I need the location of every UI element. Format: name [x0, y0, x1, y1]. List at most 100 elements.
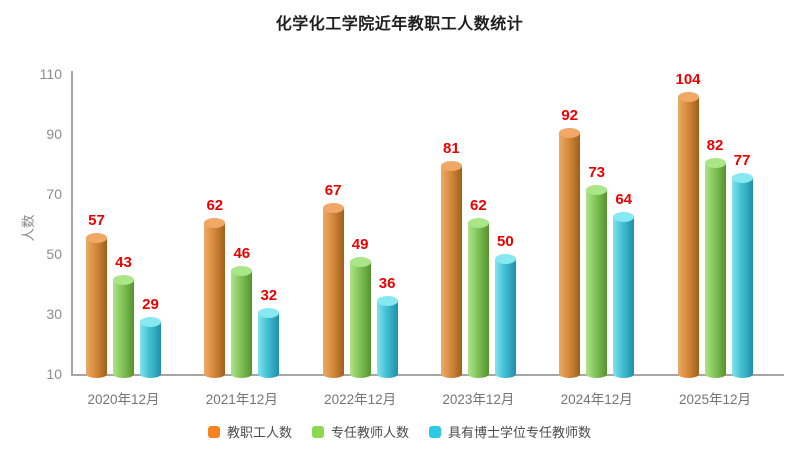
cylinder-top-cap: [86, 233, 107, 243]
bar-cylinder[interactable]: 57: [86, 212, 107, 378]
y-tick-label: 50: [46, 246, 62, 262]
x-axis-label: 2024年12月: [560, 392, 633, 407]
cylinder-bottom-cap: [86, 370, 107, 378]
cylinder-top-cap: [349, 257, 371, 267]
cylinder-bottom-cap: [677, 370, 699, 378]
cylinder-bottom-cap: [586, 370, 608, 378]
cylinder-top-cap: [586, 185, 608, 195]
cylinder-top-cap: [322, 203, 344, 213]
bar-group: 67 49 36: [322, 182, 398, 378]
bar-cylinder[interactable]: 73: [586, 164, 608, 378]
cylinder-bottom-cap: [113, 370, 134, 378]
cylinder-top-cap: [613, 212, 635, 222]
cylinder-top-cap: [559, 128, 581, 138]
bar-cylinder[interactable]: 46: [231, 245, 253, 378]
bar-cylinder[interactable]: 49: [349, 236, 371, 378]
bar-cylinder[interactable]: 82: [704, 137, 726, 378]
cylinder-bottom-cap: [494, 370, 516, 378]
cylinder-top-cap: [677, 92, 699, 102]
cylinder-bottom-cap: [467, 370, 489, 378]
cylinder-top-cap: [258, 308, 280, 318]
legend-label: 具有博士学位专任教师数: [448, 425, 592, 440]
cylinder-top-cap: [140, 317, 161, 327]
bar-group: 104 82 77: [675, 71, 753, 378]
bar-value-label: 82: [706, 137, 724, 154]
legend-item[interactable]: 专任教师人数: [311, 422, 409, 441]
y-tick-label: 30: [46, 306, 62, 322]
bar-group: 57 43 29: [86, 212, 161, 378]
bar-cylinder[interactable]: 50: [494, 233, 516, 378]
y-tick-label: 10: [46, 366, 62, 382]
legend-swatch: [429, 425, 441, 438]
chart-title: 化学化工学院近年教职工人数统计: [275, 16, 524, 33]
y-tick-label: 70: [46, 186, 62, 202]
x-axis-label: 2020年12月: [87, 392, 160, 407]
cylinder-bottom-cap: [731, 370, 753, 378]
bar-value-label: 49: [351, 236, 369, 253]
bar-cylinder[interactable]: 36: [376, 275, 398, 378]
bar-value-label: 62: [470, 197, 487, 214]
cylinder-top-cap: [440, 161, 462, 171]
y-axis-line: [71, 71, 73, 376]
cylinder-bottom-cap: [322, 370, 344, 378]
bar-cylinder[interactable]: 32: [258, 287, 280, 378]
bar-cylinder[interactable]: 77: [731, 152, 753, 378]
bar-cylinder[interactable]: 67: [322, 182, 344, 378]
cylinder-top-cap: [376, 296, 398, 306]
cylinder-bottom-cap: [704, 370, 726, 378]
cylinder-top-cap: [231, 266, 253, 276]
bar-value-label: 67: [324, 182, 342, 199]
legend: 教职工人数 专任教师人数 具有博士学位专任教师数: [0, 422, 799, 441]
cylinder-bottom-cap: [376, 370, 398, 378]
cylinder-top-cap: [731, 173, 753, 183]
bar-cylinder[interactable]: 64: [613, 191, 635, 378]
bar-cylinder[interactable]: 62: [467, 197, 489, 378]
bar-value-label: 92: [561, 107, 579, 124]
bar-cylinder[interactable]: 43: [113, 254, 134, 378]
bar-cylinder[interactable]: 92: [559, 107, 581, 378]
bar-cylinder[interactable]: 81: [440, 140, 462, 378]
cylinder-top-cap: [494, 254, 516, 264]
cylinder-bottom-cap: [440, 370, 462, 378]
bar-value-label: 50: [497, 233, 514, 250]
bar-cylinder[interactable]: 29: [140, 296, 161, 378]
cylinder-bottom-cap: [559, 370, 581, 378]
bar-value-label: 43: [115, 254, 132, 271]
bar-value-label: 81: [443, 140, 460, 157]
legend-label: 专任教师人数: [330, 425, 409, 440]
y-tick-label: 110: [39, 66, 62, 82]
x-axis-label: 2021年12月: [205, 392, 278, 407]
bar-cylinder[interactable]: 104: [675, 71, 701, 378]
cylinder-top-cap: [467, 218, 489, 228]
cylinder-bottom-cap: [231, 370, 253, 378]
x-axis-line: [71, 374, 784, 376]
legend-swatch: [207, 425, 220, 438]
bar-group: 62 46 32: [204, 197, 280, 378]
bar-value-label: 36: [378, 275, 396, 292]
bar-value-label: 64: [615, 191, 633, 208]
cylinder-bottom-cap: [140, 370, 161, 378]
y-axis-title: 人数: [21, 214, 36, 242]
x-axis-label: 2023年12月: [442, 392, 515, 407]
bar-value-label: 104: [675, 71, 701, 88]
bar-value-label: 57: [88, 212, 105, 229]
legend-item[interactable]: 具有博士学位专任教师数: [429, 422, 591, 441]
bar-cylinder[interactable]: 62: [204, 197, 226, 378]
cylinder-bottom-cap: [349, 370, 371, 378]
legend-item[interactable]: 教职工人数: [207, 422, 292, 441]
bar-value-label: 46: [233, 245, 251, 262]
legend-swatch: [311, 425, 324, 438]
bar-value-label: 77: [733, 152, 751, 169]
bar-value-label: 73: [588, 164, 606, 181]
bar-value-label: 62: [206, 197, 224, 214]
x-axis-label: 2022年12月: [324, 392, 397, 407]
y-tick-label: 90: [46, 126, 62, 142]
cylinder-top-cap: [204, 218, 226, 228]
cylinder-bottom-cap: [613, 370, 635, 378]
bar-group: 81 62 50: [440, 140, 516, 378]
bar-value-label: 32: [260, 287, 278, 304]
cylinder-top-cap: [113, 275, 134, 285]
x-axis-label: 2025年12月: [678, 392, 752, 407]
cylinder-top-cap: [704, 158, 726, 168]
